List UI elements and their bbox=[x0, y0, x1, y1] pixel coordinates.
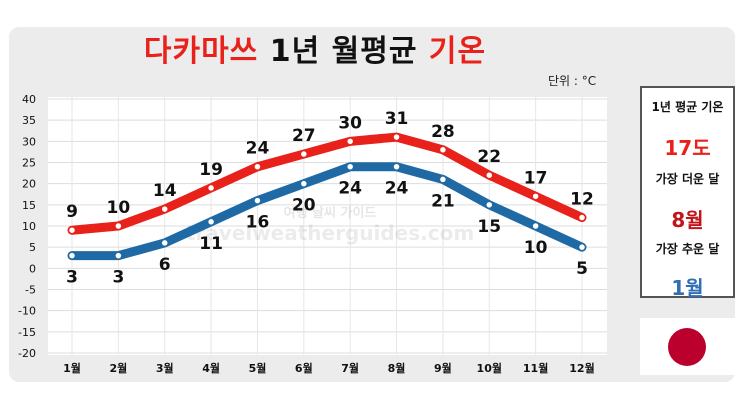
watermark-line1: 여행 날씨 가이드 bbox=[284, 205, 377, 221]
summary-panel: 1년 평균 기온 17도 가장 더운 달 8월 가장 추운 달 1월 bbox=[640, 86, 735, 300]
high-value-label: 10 bbox=[107, 198, 131, 218]
high-value-label: 9 bbox=[66, 202, 78, 222]
high-point bbox=[67, 225, 77, 235]
high-point bbox=[253, 162, 262, 171]
y-tick-label: 25 bbox=[22, 157, 36, 170]
x-tick-label: 7월 bbox=[341, 361, 359, 375]
annual-average-value: 17도 bbox=[664, 136, 711, 160]
y-tick-label: 15 bbox=[22, 199, 36, 212]
low-point bbox=[253, 196, 262, 205]
low-value-label: 5 bbox=[576, 259, 588, 279]
flag-red-disc bbox=[668, 328, 706, 366]
low-point bbox=[485, 200, 494, 210]
x-tick-label: 8월 bbox=[388, 361, 406, 375]
high-point bbox=[114, 221, 123, 231]
unit-label: 단위 : °C bbox=[548, 74, 597, 88]
y-tick-label: -15 bbox=[18, 326, 36, 339]
title-city: 다카마쓰 bbox=[143, 34, 259, 69]
high-temperature-line bbox=[67, 132, 587, 235]
high-point bbox=[160, 204, 169, 214]
high-value-label: 14 bbox=[153, 181, 177, 201]
hottest-month-value: 8월 bbox=[671, 208, 704, 232]
y-tick-label: 0 bbox=[29, 262, 36, 275]
low-temperature-line bbox=[67, 162, 587, 261]
low-value-label: 24 bbox=[338, 179, 362, 199]
low-point bbox=[299, 179, 309, 188]
low-point bbox=[345, 162, 355, 171]
low-value-label: 16 bbox=[246, 213, 270, 233]
high-value-label: 12 bbox=[570, 190, 594, 210]
y-tick-label: 20 bbox=[22, 178, 36, 191]
high-point bbox=[206, 183, 216, 193]
low-value-label: 3 bbox=[112, 268, 124, 288]
low-point bbox=[160, 238, 169, 248]
low-value-label: 3 bbox=[66, 268, 78, 288]
coldest-month-label: 가장 추운 달 bbox=[655, 242, 720, 256]
low-point bbox=[392, 162, 401, 171]
y-tick-label: -10 bbox=[18, 305, 36, 318]
high-value-label: 31 bbox=[385, 109, 409, 129]
low-point bbox=[114, 251, 123, 260]
japan-flag-icon bbox=[640, 318, 735, 375]
x-tick-label: 1월 bbox=[63, 361, 81, 375]
x-tick-label: 4월 bbox=[202, 361, 220, 375]
high-point bbox=[577, 213, 587, 222]
y-tick-label: -20 bbox=[18, 347, 36, 360]
x-tick-label: 6월 bbox=[295, 361, 313, 375]
low-value-label: 15 bbox=[477, 217, 501, 237]
low-point bbox=[67, 251, 77, 260]
low-value-label: 20 bbox=[292, 196, 316, 216]
high-value-label: 30 bbox=[338, 113, 362, 133]
high-point bbox=[392, 132, 401, 142]
y-tick-label: 30 bbox=[22, 135, 36, 148]
high-value-label: 28 bbox=[431, 122, 455, 142]
high-value-label: 24 bbox=[246, 139, 270, 159]
low-value-label: 24 bbox=[385, 179, 409, 199]
y-tick-label: 10 bbox=[22, 220, 36, 233]
title-middle: 1년 월평균 bbox=[269, 34, 418, 69]
x-tick-label: 9월 bbox=[434, 361, 452, 375]
high-value-label: 22 bbox=[477, 147, 501, 167]
high-point bbox=[438, 145, 448, 155]
low-value-label: 21 bbox=[431, 191, 455, 211]
high-value-label: 27 bbox=[292, 126, 316, 146]
coldest-month-value: 1월 bbox=[671, 276, 704, 300]
low-point bbox=[438, 175, 448, 184]
high-value-label: 19 bbox=[199, 160, 223, 180]
watermark-line2: travelweatherguides.com bbox=[186, 221, 474, 245]
x-tick-label: 5월 bbox=[249, 361, 267, 375]
y-tick-label: 35 bbox=[22, 114, 36, 127]
x-tick-label: 12월 bbox=[569, 361, 594, 375]
high-point bbox=[531, 192, 540, 201]
low-point bbox=[577, 242, 587, 252]
low-value-label: 6 bbox=[159, 255, 171, 275]
chart-title: 다카마쓰 1년 월평균 기온 bbox=[0, 26, 630, 70]
low-point bbox=[531, 221, 540, 231]
title-end: 기온 bbox=[428, 34, 487, 69]
annual-average-label: 1년 평균 기온 bbox=[651, 100, 724, 114]
low-point bbox=[206, 217, 216, 227]
hottest-month-label: 가장 더운 달 bbox=[655, 172, 720, 186]
high-point bbox=[345, 137, 355, 146]
low-value-label: 11 bbox=[199, 234, 223, 254]
high-value-label: 17 bbox=[524, 168, 548, 188]
high-point bbox=[485, 170, 494, 180]
x-tick-label: 10월 bbox=[477, 361, 502, 375]
y-tick-label: 5 bbox=[29, 241, 36, 254]
low-value-label: 10 bbox=[524, 238, 548, 258]
x-tick-label: 3월 bbox=[156, 361, 174, 375]
y-tick-label: -5 bbox=[25, 284, 36, 297]
x-tick-label: 11월 bbox=[523, 361, 548, 375]
high-point bbox=[299, 149, 309, 159]
x-tick-label: 2월 bbox=[109, 361, 127, 375]
y-tick-label: 40 bbox=[22, 93, 36, 106]
